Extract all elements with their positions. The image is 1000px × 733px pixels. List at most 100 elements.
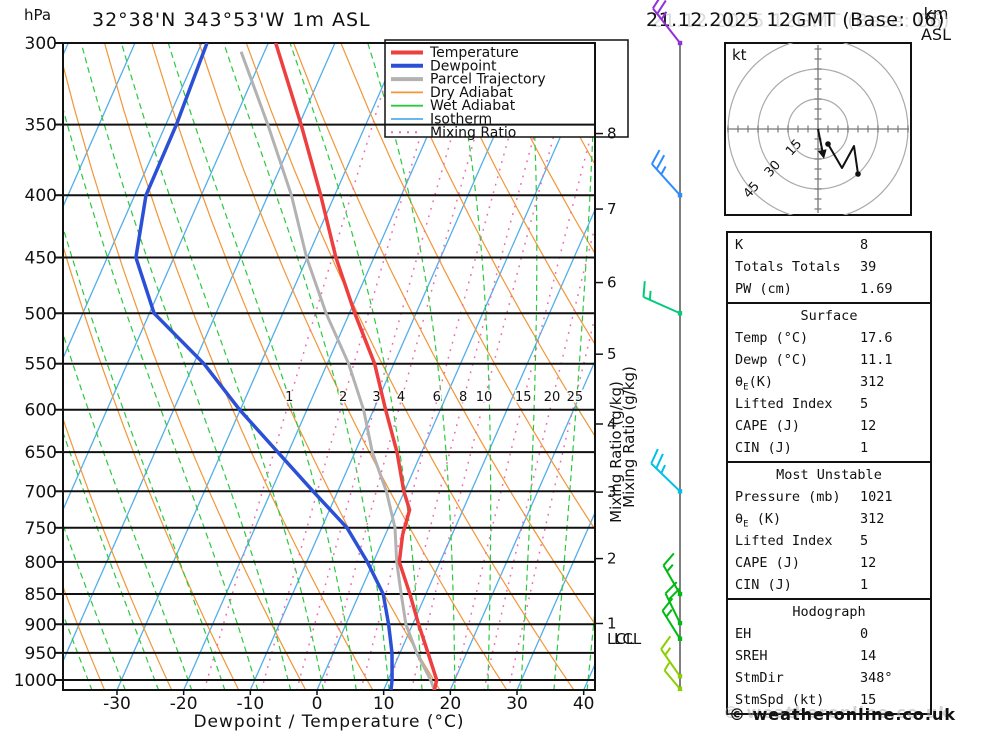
table-row-label: CIN (J) (735, 577, 792, 593)
table-row-label: CIN (J) (735, 440, 792, 456)
table-section-header: Most Unstable (776, 467, 882, 483)
legend-label-3: Dry Adiabat (430, 85, 513, 101)
svg-text:950: 950 (25, 644, 57, 664)
svg-text:500: 500 (25, 304, 57, 324)
svg-text:1: 1 (285, 390, 293, 405)
table-row: Lifted Index 5 (728, 530, 930, 552)
svg-text:7: 7 (607, 200, 617, 218)
table-row: SREH 14 (728, 645, 930, 667)
isobar-lines (62, 42, 596, 691)
svg-text:700: 700 (25, 482, 57, 502)
table-row: CIN (J) 1 (728, 437, 930, 459)
svg-text:2: 2 (607, 550, 617, 568)
svg-text:400: 400 (25, 186, 57, 206)
svg-text:6: 6 (607, 274, 617, 292)
table-row-value: 1021 (860, 489, 893, 505)
table-row-value: 1 (860, 440, 869, 456)
table-row: EH 0 (728, 623, 930, 645)
svg-text:850: 850 (25, 585, 57, 605)
svg-text:0: 0 (312, 694, 323, 714)
table-row-label: CAPE (J) (735, 418, 801, 434)
table-row-label: Totals Totals (735, 259, 841, 275)
table-row-value: 8 (860, 237, 869, 253)
table-row: Temp (°C) 17.6 (728, 327, 930, 349)
table-row-label: StmSpd (kt) (735, 692, 825, 708)
wind-barb-700 (650, 448, 683, 494)
wind-barb-925 (661, 597, 683, 641)
svg-text:10: 10 (476, 390, 493, 405)
svg-text:1000: 1000 (14, 671, 57, 691)
mixing-ratio-label: Mixing Ratio (g/kg) (620, 366, 638, 508)
svg-text:300: 300 (25, 34, 57, 54)
table-row-value: 12 (860, 555, 877, 571)
svg-text:5: 5 (607, 345, 617, 363)
svg-text:-30: -30 (103, 694, 131, 714)
table-row-value: 312 (860, 511, 885, 527)
table-row: CAPE (J) 12 (728, 552, 930, 574)
table-row: StmSpd (kt) 15 (728, 689, 930, 711)
table-row: Dewp (°C) 11.1 (728, 349, 930, 371)
svg-text:15: 15 (515, 390, 532, 405)
copyright: © weatheronline.co.uk (728, 705, 956, 724)
altitude-unit-km: km (923, 4, 949, 23)
wind-barb-column (642, 0, 683, 692)
svg-text:8: 8 (607, 125, 617, 143)
hodo-ring-label-30: 30 (762, 158, 784, 180)
table-row: PW (cm) 1.69 (728, 278, 930, 300)
table-section-surface: Surface Temp (°C) 17.6 Dewp (°C) 11.1 θE(K) 31… (728, 302, 930, 461)
table-row-value: 39 (860, 259, 877, 275)
parcel-trajectory-curve (239, 51, 436, 690)
hodo-ring-label-45: 45 (741, 179, 763, 201)
legend-label-0: Temperature (429, 45, 519, 61)
legend-label-4: Wet Adiabat (430, 98, 516, 114)
table-section-indices: K 8 Totals Totals 39 PW (cm) 1.69 (728, 233, 930, 302)
table-section-header: Hodograph (792, 604, 866, 620)
svg-text:30: 30 (506, 694, 528, 714)
table-row-label: StmDir (735, 670, 784, 686)
page-title: 32°38'N 343°53'W 1m ASL (92, 9, 371, 31)
svg-text:900: 900 (25, 615, 57, 635)
svg-text:550: 550 (25, 355, 57, 375)
svg-text:2: 2 (339, 390, 347, 405)
svg-text:650: 650 (25, 443, 57, 463)
table-row: CAPE (J) 12 (728, 415, 930, 437)
table-row-value: 1.69 (860, 281, 893, 297)
hodograph-frame (724, 42, 912, 216)
legend-label-5: Isotherm (430, 112, 492, 128)
wind-barb-1017 (663, 662, 683, 692)
svg-text:10: 10 (373, 694, 395, 714)
hodograph-arrowhead (817, 149, 827, 159)
table-row-value: 5 (860, 533, 869, 549)
table-section-most-unstable: Most Unstable Pressure (mb) 1021 θE (K) 312 L… (728, 461, 930, 598)
table-section-hodograph: Hodograph EH 0 SREH 14 StmDir 348° StmSpd (kt) 1… (728, 598, 930, 713)
temperature-axis: -30 -20 -10 0 10 20 30 40 Dewpoint / Temperature… (103, 690, 595, 732)
table-row: Lifted Index 5 (728, 393, 930, 415)
wind-barb-898 (664, 581, 683, 626)
svg-text:-20: -20 (170, 694, 198, 714)
svg-text:1: 1 (607, 615, 617, 633)
indices-table: K 8 Totals Totals 39 PW (cm) 1.69 Surface Temp … (726, 231, 932, 715)
plot-frame (62, 42, 596, 691)
table-row-value: 15 (860, 692, 877, 708)
sounding-curves (134, 43, 439, 690)
lcl-label: LCL (607, 630, 635, 648)
table-row-value: 348° (860, 670, 893, 686)
pressure-unit-label: hPa (24, 6, 52, 24)
svg-text:8: 8 (459, 390, 467, 405)
table-row-value: 12 (860, 418, 877, 434)
table-row-label: Lifted Index (735, 533, 833, 549)
svg-text:6: 6 (433, 390, 441, 405)
svg-text:3: 3 (607, 483, 617, 501)
x-axis-title: Dewpoint / Temperature (°C) (193, 712, 464, 732)
svg-text:25: 25 (567, 390, 584, 405)
valid-datetime: 21.12.2025 12GMT (Base: 06) (646, 9, 945, 31)
pressure-axis-labels: 300 350 400 450 500 550 600 650 700 750 800 850 900 9… (14, 34, 63, 691)
table-row-value: 17.6 (860, 330, 893, 346)
table-row-label: SREH (735, 648, 768, 664)
legend-label-1: Dewpoint (430, 58, 497, 74)
table-row-value: 1 (860, 577, 869, 593)
table-row-value: 11.1 (860, 352, 893, 368)
table-row-label: EH (735, 626, 752, 642)
